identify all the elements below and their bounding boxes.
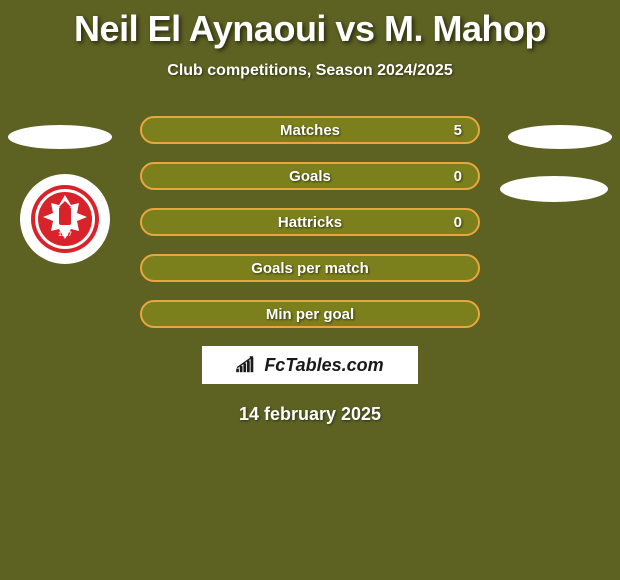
stat-row-hattricks: Hattricks 0 — [140, 208, 480, 236]
watermark: FcTables.com — [202, 346, 418, 384]
subtitle: Club competitions, Season 2024/2025 — [0, 62, 620, 80]
date-label: 14 february 2025 — [0, 404, 620, 425]
club-logo-right-placeholder — [500, 176, 608, 202]
stat-row-min-per-goal: Min per goal — [140, 300, 480, 328]
stats-panel: Matches 5 Goals 0 Hattricks 0 Goals per … — [140, 116, 480, 328]
bar-chart-icon — [236, 356, 258, 374]
stat-value: 5 — [454, 122, 462, 139]
stat-value: 0 — [454, 214, 462, 231]
watermark-text: FcTables.com — [264, 355, 383, 376]
stat-label: Matches — [280, 122, 340, 139]
svg-text:1967: 1967 — [58, 232, 72, 238]
asnl-logo-icon: 1967 — [29, 183, 101, 255]
stat-value: 0 — [454, 168, 462, 185]
player-left-avatar-placeholder — [8, 125, 112, 149]
stat-label: Goals — [289, 168, 331, 185]
stat-row-goals-per-match: Goals per match — [140, 254, 480, 282]
stat-label: Goals per match — [251, 260, 369, 277]
stat-row-matches: Matches 5 — [140, 116, 480, 144]
page-title: Neil El Aynaoui vs M. Mahop — [0, 0, 620, 50]
player-right-avatar-placeholder — [508, 125, 612, 149]
club-logo-left: 1967 — [20, 174, 110, 264]
stat-label: Min per goal — [266, 306, 354, 323]
stat-row-goals: Goals 0 — [140, 162, 480, 190]
stat-label: Hattricks — [278, 214, 342, 231]
infographic-container: Neil El Aynaoui vs M. Mahop Club competi… — [0, 0, 620, 425]
